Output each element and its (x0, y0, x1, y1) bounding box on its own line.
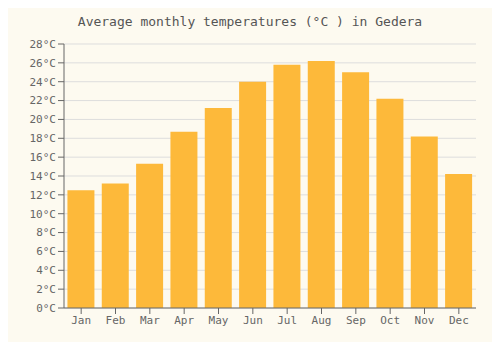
svg-text:Oct: Oct (380, 314, 400, 327)
svg-text:Jul: Jul (277, 314, 297, 327)
svg-text:14°C: 14°C (30, 170, 57, 183)
svg-text:May: May (209, 314, 229, 327)
svg-text:Sep: Sep (346, 314, 366, 327)
svg-text:10°C: 10°C (30, 208, 57, 221)
html-text:Average monthly temperatures (: Average monthly temperatures (°C ) in Ge… (77, 14, 423, 29)
svg-text:28°C: 28°C (30, 38, 57, 51)
svg-text:16°C: 16°C (30, 151, 57, 164)
svg-text:0°C: 0°C (36, 302, 56, 315)
svg-text:4°C: 4°C (36, 264, 56, 277)
svg-text:8°C: 8°C (36, 226, 56, 239)
svg-text:26°C: 26°C (30, 57, 57, 70)
svg-text:Nov: Nov (415, 314, 435, 327)
svg-text:Apr: Apr (174, 314, 194, 327)
svg-text:Jun: Jun (243, 314, 263, 327)
svg-text:Dec: Dec (449, 314, 469, 327)
svg-text:Mar: Mar (140, 314, 160, 327)
svg-text:Feb: Feb (106, 314, 126, 327)
svg-text:18°C: 18°C (30, 132, 57, 145)
svg-text:22°C: 22°C (30, 94, 57, 107)
svg-text:20°C: 20°C (30, 113, 57, 126)
svg-text:6°C: 6°C (36, 245, 56, 258)
svg-text:2°C: 2°C (36, 283, 56, 296)
svg-text:12°C: 12°C (30, 189, 57, 202)
svg-text:Jan: Jan (71, 314, 91, 327)
svg-text:Aug: Aug (312, 314, 332, 327)
svg-text:24°C: 24°C (30, 76, 57, 89)
